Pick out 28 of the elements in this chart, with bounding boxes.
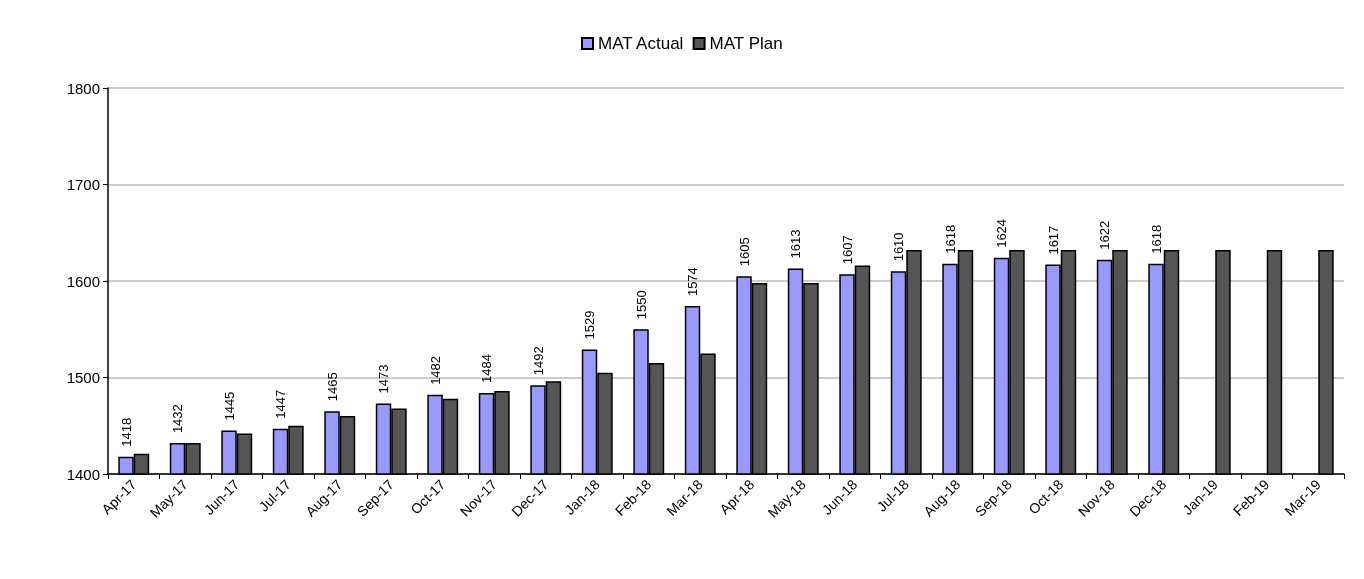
data-label: 1465: [324, 372, 340, 402]
data-label: 1622: [1097, 220, 1113, 250]
data-label: 1613: [788, 229, 804, 259]
data-label: 1617: [1045, 225, 1061, 255]
y-tick-label: 1500: [66, 369, 100, 386]
data-label: 1610: [891, 232, 907, 262]
data-label: 1605: [736, 237, 752, 267]
legend-label: MAT Actual: [598, 34, 684, 53]
data-label: 1432: [170, 404, 186, 434]
data-label: 1418: [118, 417, 134, 447]
data-label: 1482: [427, 355, 443, 385]
data-label: 1618: [942, 224, 958, 254]
data-label: 1607: [839, 235, 855, 265]
y-tick-label: 1600: [66, 272, 100, 290]
data-label: 1473: [376, 364, 392, 394]
data-label: 1574: [685, 267, 701, 297]
data-label: 1550: [633, 290, 649, 320]
data-label: 1624: [994, 218, 1010, 248]
data-label: 1618: [1148, 224, 1164, 254]
y-tick-label: 1700: [66, 176, 100, 193]
data-label: 1484: [479, 354, 495, 383]
data-label: 1492: [530, 346, 546, 376]
data-label: 1447: [273, 389, 289, 419]
data-label: 1529: [582, 310, 598, 340]
legend-label: MAT Plan: [709, 34, 783, 53]
y-tick-label: 1400: [66, 465, 100, 483]
y-tick-label: 1800: [66, 79, 100, 97]
data-label: 1445: [221, 391, 237, 421]
